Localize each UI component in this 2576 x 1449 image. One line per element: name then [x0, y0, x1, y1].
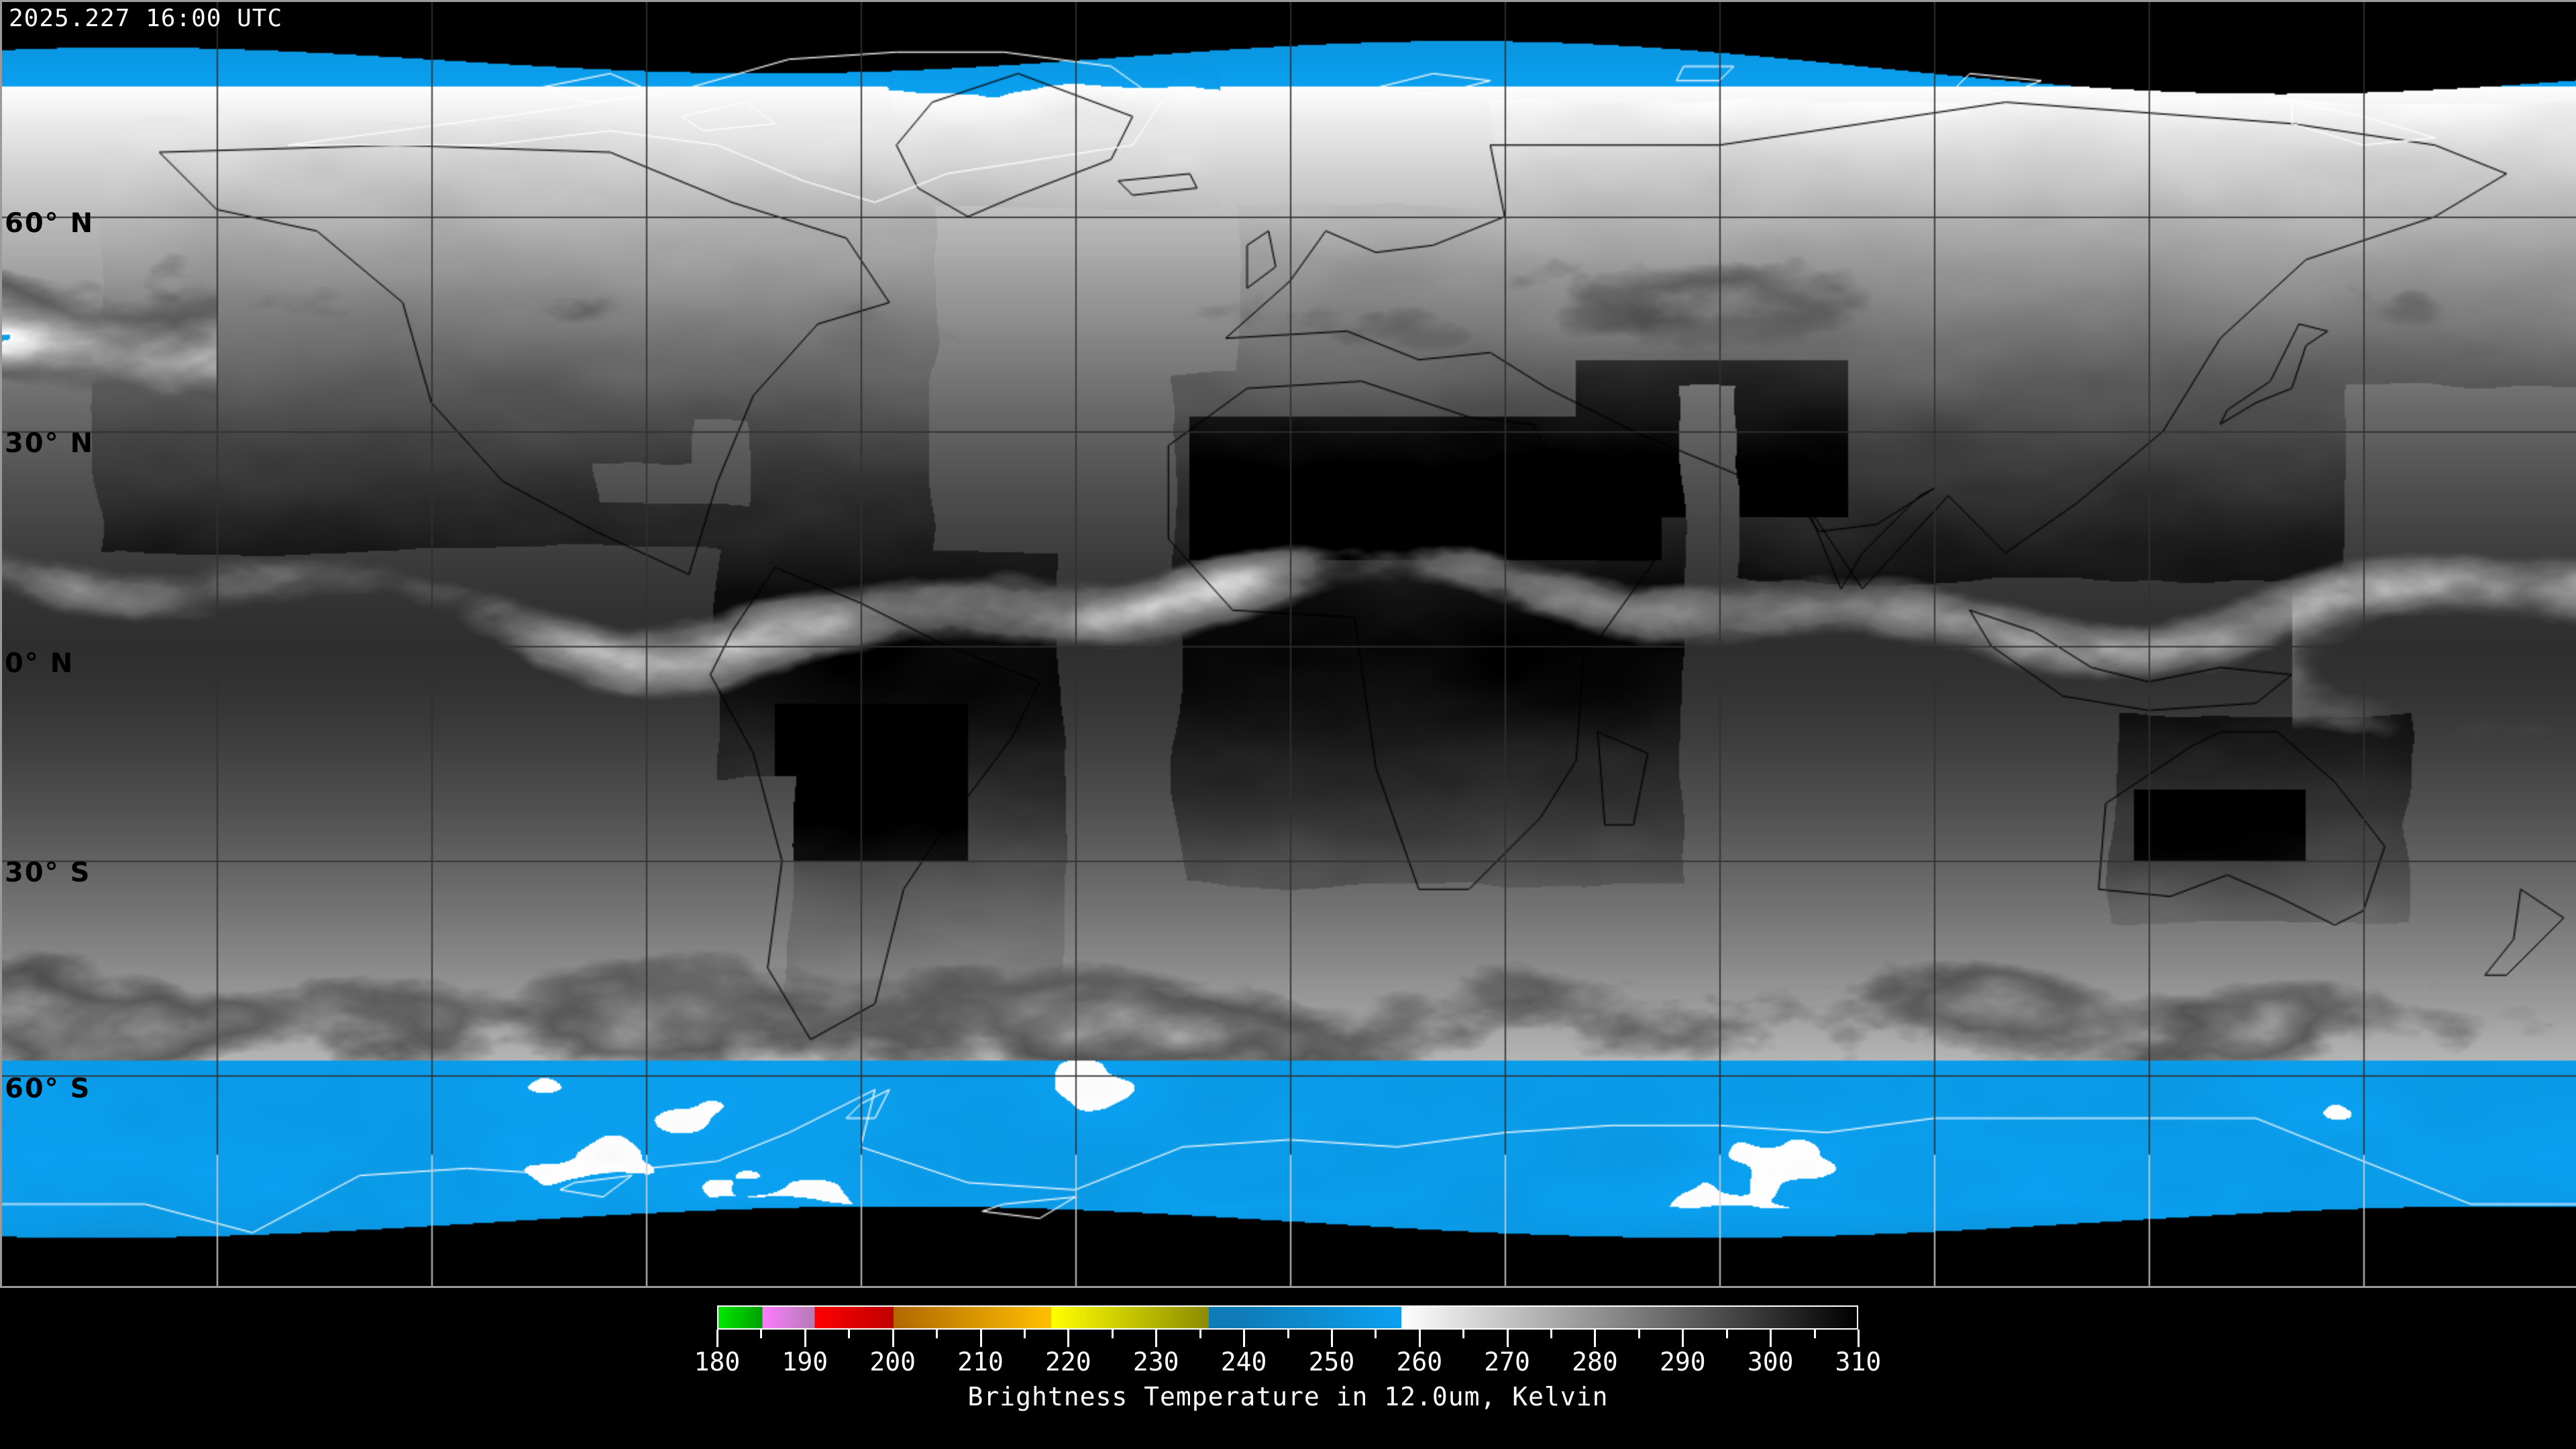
- colorbar: [717, 1305, 1858, 1330]
- satellite-map-panel: 2025.227 16:00 UTC 60° N 30° N 0° N 30° …: [0, 0, 2576, 1288]
- colorbar-tick-205: [936, 1330, 938, 1338]
- colorbar-ticklabel-240: 240: [1220, 1347, 1267, 1377]
- colorbar-tick-230: [1155, 1330, 1158, 1347]
- colorbar-tick-215: [1023, 1330, 1026, 1338]
- colorbar-tick-210: [979, 1330, 982, 1347]
- lat-label-60s: 60° S: [5, 1073, 91, 1104]
- colorbar-gradient: [717, 1305, 1858, 1330]
- colorbar-tick-310: [1858, 1330, 1860, 1347]
- colorbar-tick-275: [1550, 1330, 1553, 1338]
- colorbar-tick-305: [1813, 1330, 1816, 1338]
- colorbar-tick-295: [1725, 1330, 1728, 1338]
- colorbar-ticklabel-210: 210: [957, 1347, 1004, 1377]
- colorbar-tick-265: [1462, 1330, 1465, 1338]
- colorbar-tick-255: [1375, 1330, 1377, 1338]
- colorbar-tick-185: [760, 1330, 763, 1338]
- colorbar-ticklabel-290: 290: [1659, 1347, 1706, 1377]
- lat-label-30s: 30° S: [5, 857, 91, 888]
- colorbar-ticklabel-180: 180: [694, 1347, 741, 1377]
- colorbar-ticklabel-200: 200: [869, 1347, 916, 1377]
- colorbar-ticklabel-230: 230: [1132, 1347, 1179, 1377]
- colorbar-tick-300: [1770, 1330, 1772, 1347]
- colorbar-tick-280: [1594, 1330, 1597, 1347]
- colorbar-tick-235: [1199, 1330, 1201, 1338]
- brightness-temperature-heatmap: [2, 2, 2576, 1286]
- colorbar-tick-290: [1682, 1330, 1684, 1347]
- colorbar-tick-200: [892, 1330, 894, 1347]
- lat-label-60n: 60° N: [5, 208, 95, 239]
- colorbar-ticklabel-260: 260: [1396, 1347, 1443, 1377]
- colorbar-tick-245: [1287, 1330, 1289, 1338]
- colorbar-caption: Brightness Temperature in 12.0um, Kelvin: [967, 1382, 1609, 1411]
- colorbar-block: 180 190 200 210 220 230 240 250 260 270 280 290 300 3…: [0, 1288, 2576, 1449]
- colorbar-ticklabel-310: 310: [1835, 1347, 1882, 1377]
- colorbar-tick-220: [1067, 1330, 1070, 1347]
- colorbar-ticklabel-270: 270: [1484, 1347, 1530, 1377]
- colorbar-tick-285: [1638, 1330, 1640, 1338]
- colorbar-tick-180: [716, 1330, 718, 1347]
- timestamp-label: 2025.227 16:00 UTC: [9, 5, 283, 32]
- colorbar-ticklabel-220: 220: [1045, 1347, 1091, 1377]
- colorbar-tick-240: [1243, 1330, 1246, 1347]
- colorbar-ticklabel-190: 190: [782, 1347, 828, 1377]
- colorbar-tick-195: [848, 1330, 851, 1338]
- colorbar-ticklabel-300: 300: [1747, 1347, 1794, 1377]
- colorbar-tick-270: [1506, 1330, 1509, 1347]
- colorbar-ticklabel-280: 280: [1572, 1347, 1618, 1377]
- lat-label-30n: 30° N: [5, 428, 95, 459]
- colorbar-ticklabel-250: 250: [1308, 1347, 1355, 1377]
- colorbar-tick-190: [804, 1330, 806, 1347]
- colorbar-tick-260: [1418, 1330, 1421, 1347]
- colorbar-tick-225: [1111, 1330, 1114, 1338]
- lat-label-0: 0° N: [5, 648, 74, 679]
- colorbar-tick-250: [1330, 1330, 1333, 1347]
